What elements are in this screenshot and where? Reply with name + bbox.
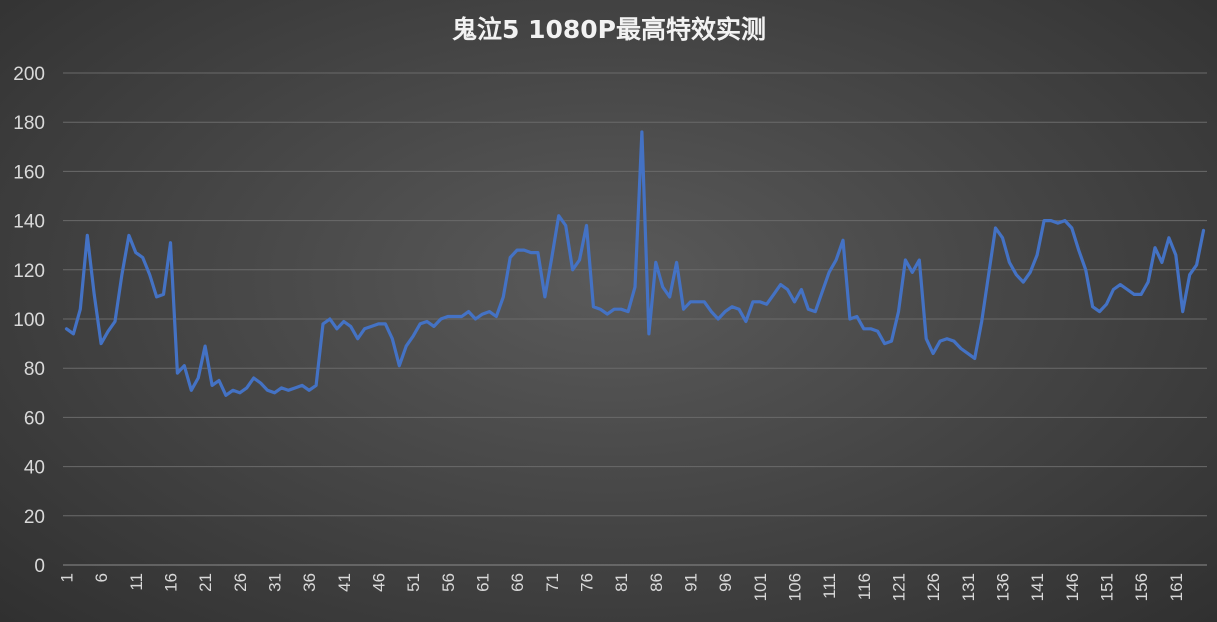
x-tick-label: 121: [889, 573, 908, 601]
x-tick-label: 106: [785, 573, 804, 601]
x-tick-label: 46: [369, 573, 388, 592]
series-line: [64, 130, 1206, 397]
y-tick-label: 160: [13, 162, 45, 183]
y-tick-label: 180: [13, 113, 45, 134]
x-tick-label: 71: [543, 573, 562, 592]
chart-title: 鬼泣5 1080P最高特效实测: [452, 15, 766, 44]
x-tick-label: 126: [924, 573, 943, 601]
x-tick-label: 116: [855, 573, 874, 600]
x-tick-label: 6: [92, 573, 111, 582]
y-tick-label: 120: [13, 261, 45, 282]
gridlines: [63, 72, 1207, 566]
y-tick-label: 80: [24, 359, 45, 380]
x-tick-label: 11: [127, 573, 146, 591]
y-tick-label: 140: [13, 212, 45, 233]
x-tick-label: 96: [716, 573, 735, 592]
x-tick-label: 26: [231, 573, 250, 592]
x-tick-label: 86: [647, 573, 666, 592]
y-axis-ticks: 0 20 40 60 80 100 120 140 160 180 200: [13, 64, 45, 577]
y-tick-label: 20: [24, 507, 45, 528]
x-tick-label: 21: [196, 573, 215, 592]
x-tick-label: 61: [473, 573, 492, 592]
y-tick-label: 60: [24, 408, 45, 429]
x-tick-label: 161: [1167, 573, 1186, 601]
y-tick-label: 200: [13, 64, 45, 85]
x-tick-label: 146: [1063, 573, 1082, 601]
x-tick-label: 141: [1028, 573, 1047, 601]
x-tick-label: 76: [577, 573, 596, 592]
x-tick-label: 51: [404, 573, 423, 592]
x-tick-label: 81: [612, 573, 631, 592]
x-tick-label: 151: [1097, 573, 1116, 601]
x-tick-label: 36: [300, 573, 319, 592]
x-tick-label: 156: [1132, 573, 1151, 601]
x-tick-label: 91: [681, 573, 700, 592]
x-axis-ticks: 1 6 11 16 21 26 31 36 41 46 51 56 61 66 71 76 81 86 91 96 10…: [57, 573, 1185, 601]
x-tick-label: 111: [820, 573, 839, 599]
x-tick-label: 101: [751, 573, 770, 601]
x-tick-label: 1: [57, 573, 76, 582]
y-tick-label: 100: [13, 310, 45, 331]
x-tick-label: 66: [508, 573, 527, 592]
y-tick-label: 40: [24, 458, 45, 479]
x-tick-label: 56: [439, 573, 458, 592]
x-tick-label: 136: [993, 573, 1012, 601]
x-tick-label: 16: [161, 573, 180, 592]
y-tick-label: 0: [34, 556, 45, 577]
x-tick-label: 41: [335, 573, 354, 592]
x-tick-label: 131: [959, 573, 978, 601]
x-tick-label: 31: [265, 573, 284, 592]
